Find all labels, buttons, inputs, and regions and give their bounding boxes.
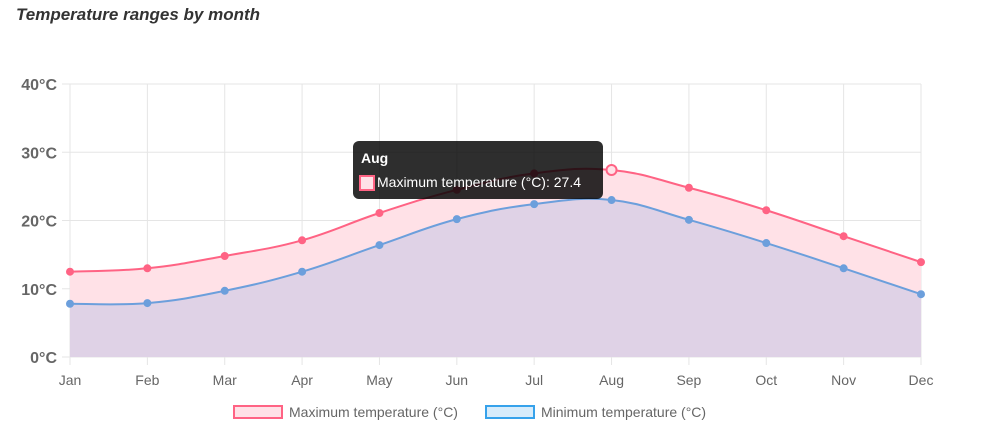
y-tick-label: 40°C [21, 77, 57, 94]
legend-swatch-min [485, 405, 535, 419]
data-point [452, 215, 461, 224]
data-point [917, 290, 925, 299]
data-point [530, 200, 539, 209]
data-point [298, 236, 307, 245]
x-tick-label: May [366, 372, 392, 388]
data-point [66, 267, 74, 276]
data-point [375, 241, 384, 250]
x-tick-label: Mar [213, 372, 237, 388]
data-point [839, 232, 848, 241]
legend-label-min: Minimum temperature (°C) [541, 404, 707, 420]
data-point [684, 215, 693, 224]
x-tick-label: Jan [59, 372, 82, 388]
data-point [143, 264, 152, 273]
series-area-1 [70, 198, 921, 357]
x-tick-label: Dec [909, 372, 934, 388]
data-point [917, 258, 925, 267]
data-point [66, 299, 74, 308]
data-point [143, 299, 152, 308]
legend-swatch-max [233, 405, 283, 419]
data-point [220, 251, 229, 260]
data-point [605, 163, 618, 176]
tooltip: Aug Maximum temperature (°C): 27.4 [353, 141, 603, 199]
data-point [762, 239, 771, 248]
x-tick-label: Jun [446, 372, 469, 388]
x-tick-label: Aug [599, 372, 624, 388]
data-point [762, 206, 771, 215]
data-point [607, 196, 616, 205]
legend-label-max: Maximum temperature (°C) [289, 404, 458, 420]
data-point [220, 286, 229, 295]
x-tick-label: Oct [755, 372, 777, 388]
tooltip-title: Aug [361, 150, 389, 166]
legend-item-min[interactable]: Minimum temperature (°C) [485, 404, 706, 420]
legend-item-max[interactable]: Maximum temperature (°C) [233, 404, 458, 420]
x-tick-label: Jul [525, 372, 543, 388]
x-tick-label: Sep [676, 372, 701, 388]
x-tick-label: Nov [831, 372, 856, 388]
y-tick-label: 20°C [21, 214, 57, 231]
tooltip-label: Maximum temperature (°C): 27.4 [377, 174, 581, 190]
data-point [375, 208, 384, 217]
chart-title: Temperature ranges by month [16, 5, 261, 24]
data-point [684, 183, 693, 192]
data-point [839, 264, 848, 273]
y-tick-label: 30°C [21, 145, 57, 162]
tooltip-swatch [359, 175, 375, 191]
x-tick-label: Feb [135, 372, 159, 388]
y-tick-label: 10°C [21, 282, 57, 299]
y-tick-label: 0°C [30, 350, 57, 367]
data-point [298, 267, 307, 276]
x-tick-label: Apr [291, 372, 313, 388]
